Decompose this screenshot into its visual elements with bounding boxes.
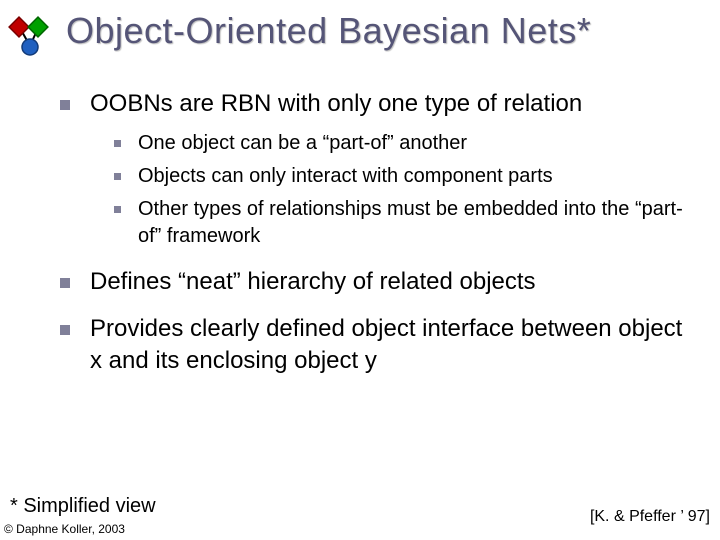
slide: Object-Oriented Bayesian Nets* OOBNs are…: [0, 0, 720, 540]
sub-bullet-text: Other types of relationships must be emb…: [138, 198, 683, 247]
bullet-text: OOBNs are RBN with only one type of rela…: [90, 90, 582, 117]
sub-bullet-item: One object can be a “part-of” another: [114, 130, 690, 157]
logo-icon: [8, 16, 52, 60]
title-row: Object-Oriented Bayesian Nets*: [0, 0, 720, 60]
sub-bullet-text: Objects can only interact with component…: [138, 165, 553, 187]
slide-body: OOBNs are RBN with only one type of rela…: [0, 60, 720, 378]
sub-bullet-item: Objects can only interact with component…: [114, 163, 690, 190]
copyright: © Daphne Koller, 2003: [4, 522, 125, 536]
bullet-item: Provides clearly defined object interfac…: [60, 313, 690, 378]
sub-bullet-list: One object can be a “part-of” another Ob…: [114, 130, 690, 250]
citation: [K. & Pfeffer ’ 97]: [590, 508, 710, 526]
bullet-item: OOBNs are RBN with only one type of rela…: [60, 88, 690, 250]
sub-bullet-item: Other types of relationships must be emb…: [114, 196, 690, 250]
sub-bullet-text: One object can be a “part-of” another: [138, 132, 467, 154]
bullet-text: Provides clearly defined object interfac…: [90, 315, 682, 374]
bullet-item: Defines “neat” hierarchy of related obje…: [60, 266, 690, 298]
slide-title: Object-Oriented Bayesian Nets*: [66, 10, 591, 51]
footnote: * Simplified view: [10, 495, 156, 518]
bullet-text: Defines “neat” hierarchy of related obje…: [90, 268, 536, 295]
bullet-list: OOBNs are RBN with only one type of rela…: [60, 88, 690, 378]
